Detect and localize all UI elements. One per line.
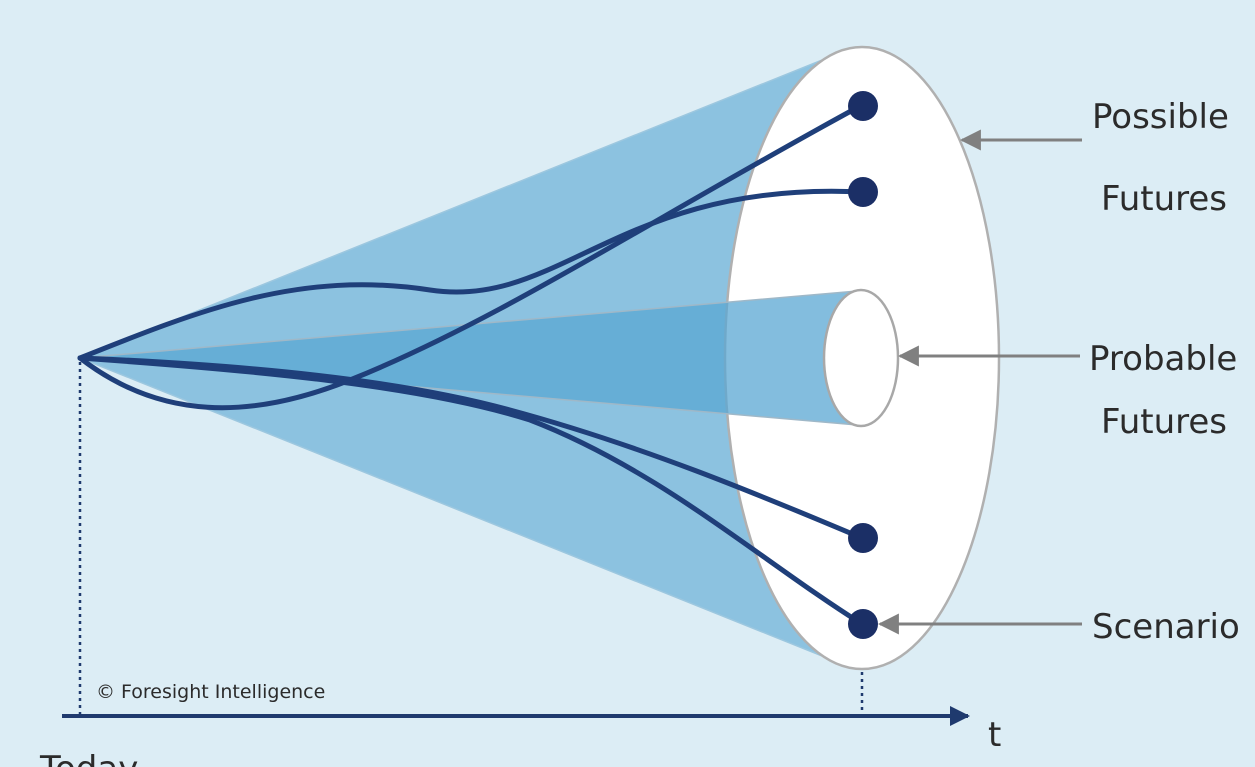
scenario-dot (848, 523, 878, 553)
scenario-path-2 (77, 188, 865, 361)
possible-futures-label-line1: Possible (1092, 97, 1229, 137)
time-axis-label: t (988, 715, 1001, 755)
today-label: Today (39, 749, 138, 767)
scenario-dot (848, 609, 878, 639)
probable-futures-label-line1: Probable (1089, 339, 1237, 379)
probable-futures-label-line2: Futures (1101, 402, 1227, 442)
probable-futures-ellipse (822, 288, 900, 428)
scenario-path-1 (77, 102, 865, 411)
copyright-notice: © Foresight Intelligence (96, 681, 325, 703)
scenario-dot (848, 177, 878, 207)
scenario-label: Scenario (1092, 607, 1240, 647)
scenario-dot (848, 91, 878, 121)
scenario-path-4 (77, 355, 865, 627)
scenario-path-3 (77, 355, 865, 541)
possible-futures-label-line2: Futures (1101, 179, 1227, 219)
